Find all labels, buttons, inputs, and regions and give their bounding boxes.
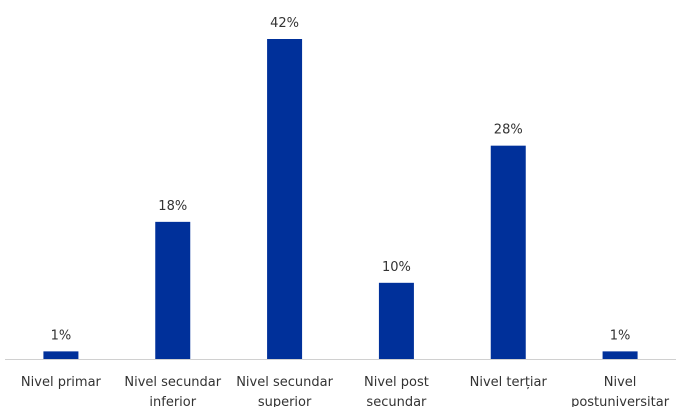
category-label-4-line-1: Nivel post bbox=[364, 375, 429, 390]
data-label-3: 42% bbox=[270, 16, 299, 31]
category-label-5: Nivel terțiar bbox=[470, 375, 548, 390]
category-label-1-line-1: Nivel primar bbox=[21, 375, 102, 390]
category-label-5-line-1: Nivel terțiar bbox=[470, 375, 548, 390]
bar-3 bbox=[267, 39, 303, 359]
bar-6 bbox=[602, 351, 638, 359]
bar-1 bbox=[43, 351, 79, 359]
data-label-6: 1% bbox=[610, 328, 631, 343]
category-label-6-line-2: postuniversitar bbox=[571, 395, 670, 407]
value-labels-group: 1% 18% 42% 10% 28% 1% bbox=[51, 16, 631, 343]
category-label-3: Nivel secundar superior bbox=[236, 375, 333, 407]
bar-5 bbox=[490, 145, 526, 359]
data-label-1: 1% bbox=[51, 328, 72, 343]
category-label-3-line-1: Nivel secundar bbox=[236, 375, 333, 390]
data-label-2: 18% bbox=[158, 199, 187, 214]
category-label-2-line-2: inferior bbox=[149, 395, 196, 407]
category-label-1: Nivel primar bbox=[21, 375, 102, 390]
bar-2 bbox=[155, 221, 191, 359]
bars-group bbox=[43, 39, 638, 359]
category-labels-group: Nivel primar Nivel secundar inferiorNivel … bbox=[21, 375, 670, 407]
bar-4 bbox=[378, 282, 414, 359]
data-label-5: 28% bbox=[494, 123, 523, 138]
category-label-6: Nivel postuniversitar bbox=[571, 375, 670, 407]
category-label-2-line-1: Nivel secundar bbox=[124, 375, 221, 390]
category-label-3-line-2: superior bbox=[258, 395, 312, 407]
category-label-4-line-2: secundar bbox=[366, 395, 427, 407]
category-label-2: Nivel secundar inferior bbox=[124, 375, 221, 407]
data-label-4: 10% bbox=[382, 260, 411, 275]
category-label-6-line-1: Nivel bbox=[604, 375, 637, 390]
category-label-4: Nivel post secundar bbox=[364, 375, 429, 407]
